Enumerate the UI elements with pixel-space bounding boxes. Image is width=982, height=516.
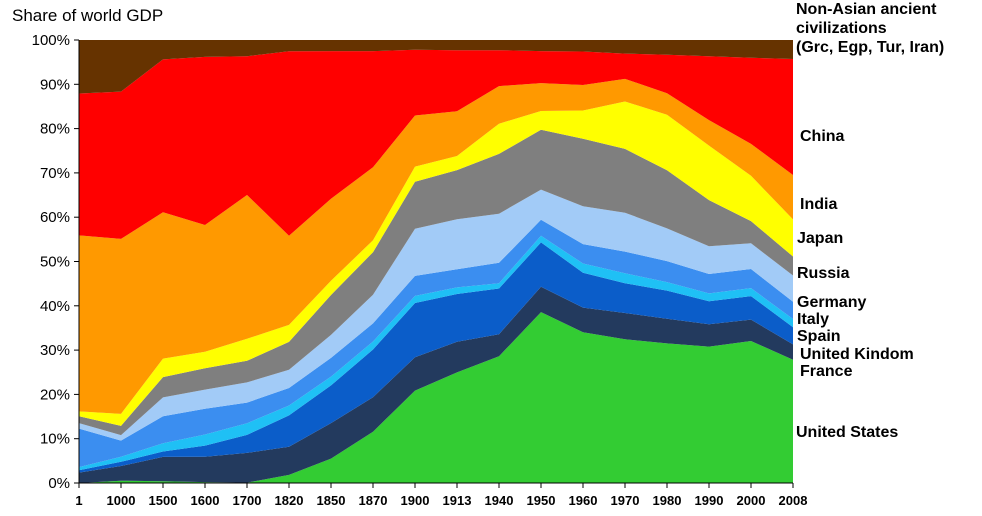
area-russia <box>79 129 793 436</box>
legend-label-france: France <box>800 363 853 380</box>
y-tick-label: 30% <box>40 342 70 359</box>
y-tick-label: 60% <box>40 209 70 226</box>
legend-label-line: (Grc, Egp, Tur, Iran) <box>796 39 944 56</box>
legend-label-japan: Japan <box>797 230 843 247</box>
legend-label-line: United Kindom <box>800 346 914 363</box>
y-axis-label: Share of world GDP <box>12 6 164 25</box>
legend-label-line: Non-Asian ancient <box>796 1 937 18</box>
area-germany <box>79 189 793 441</box>
x-tick-label: 1900 <box>401 493 430 508</box>
y-tick-label: 20% <box>40 386 70 403</box>
y-tick-label: 40% <box>40 298 70 315</box>
legend-label-us: United States <box>796 424 898 441</box>
area-china <box>79 49 793 239</box>
legend-label-india: India <box>800 196 837 213</box>
x-tick-label: 1820 <box>275 493 304 508</box>
y-tick-label: 100% <box>32 32 70 49</box>
legend-label-russia: Russia <box>797 265 850 282</box>
area-japan <box>79 101 793 426</box>
x-tick-label: 1970 <box>611 493 640 508</box>
y-tick-label: 50% <box>40 254 70 271</box>
legend-label-line: Italy <box>797 311 829 328</box>
x-tick-label: 1850 <box>317 493 346 508</box>
legend-label-line: Spain <box>797 328 841 345</box>
legend-label-italy: Italy <box>797 311 829 328</box>
legend-label-china: China <box>800 128 845 145</box>
x-tick-label: 1940 <box>485 493 514 508</box>
legend-label-line: Japan <box>797 230 843 247</box>
x-tick-label: 1913 <box>443 493 472 508</box>
legend-label-germany: Germany <box>797 294 866 311</box>
area-non-asian-ancient-civilizations-grc-egp-tur-iran <box>79 40 793 94</box>
x-tick-label: 1500 <box>149 493 178 508</box>
legend-label-line: India <box>800 196 837 213</box>
x-tick-label: 1700 <box>233 493 262 508</box>
x-tick-label: 1 <box>75 493 82 508</box>
area-france <box>79 286 793 483</box>
area-united-states <box>79 312 793 483</box>
legend-label-line: civilizations <box>796 20 887 37</box>
legend-label-nonasian: Non-Asian ancient civilizations (Grc, Egp,… <box>796 1 944 56</box>
x-tick-label: 1960 <box>569 493 598 508</box>
legend-label-line: France <box>800 363 853 380</box>
axes-group: 0% 10% 20% 30% 40% 50% 60% 70% 80% 90% 100% 1 1000 15… <box>32 32 808 508</box>
x-tick-label: 2008 <box>779 493 808 508</box>
area-italy <box>79 219 793 468</box>
x-tick-label: 1950 <box>527 493 556 508</box>
y-tick-label: 10% <box>40 431 70 448</box>
x-tick-label: 1000 <box>107 493 136 508</box>
x-tick-label: 1980 <box>653 493 682 508</box>
legend-label-line: United States <box>796 424 898 441</box>
x-tick-label: 1600 <box>191 493 220 508</box>
legend-label-line: Germany <box>797 294 866 311</box>
y-tick-label: 80% <box>40 121 70 138</box>
x-tick-label: 1990 <box>695 493 724 508</box>
x-tick-label: 1870 <box>359 493 388 508</box>
legend-label-uk: United Kindom <box>800 346 914 363</box>
x-tick-label: 2000 <box>737 493 766 508</box>
y-tick-label: 70% <box>40 165 70 182</box>
legend-label-spain: Spain <box>797 328 841 345</box>
y-tick-label: 0% <box>48 475 70 492</box>
area-united-kindom <box>79 242 793 473</box>
legend-label-line: Russia <box>797 265 850 282</box>
y-tick-label: 90% <box>40 76 70 93</box>
legend-label-line: China <box>800 128 845 145</box>
area-india <box>79 78 793 414</box>
area-series-group <box>79 40 793 483</box>
legend-group: Non-Asian ancient civilizations (Grc, Egp,… <box>796 1 944 441</box>
